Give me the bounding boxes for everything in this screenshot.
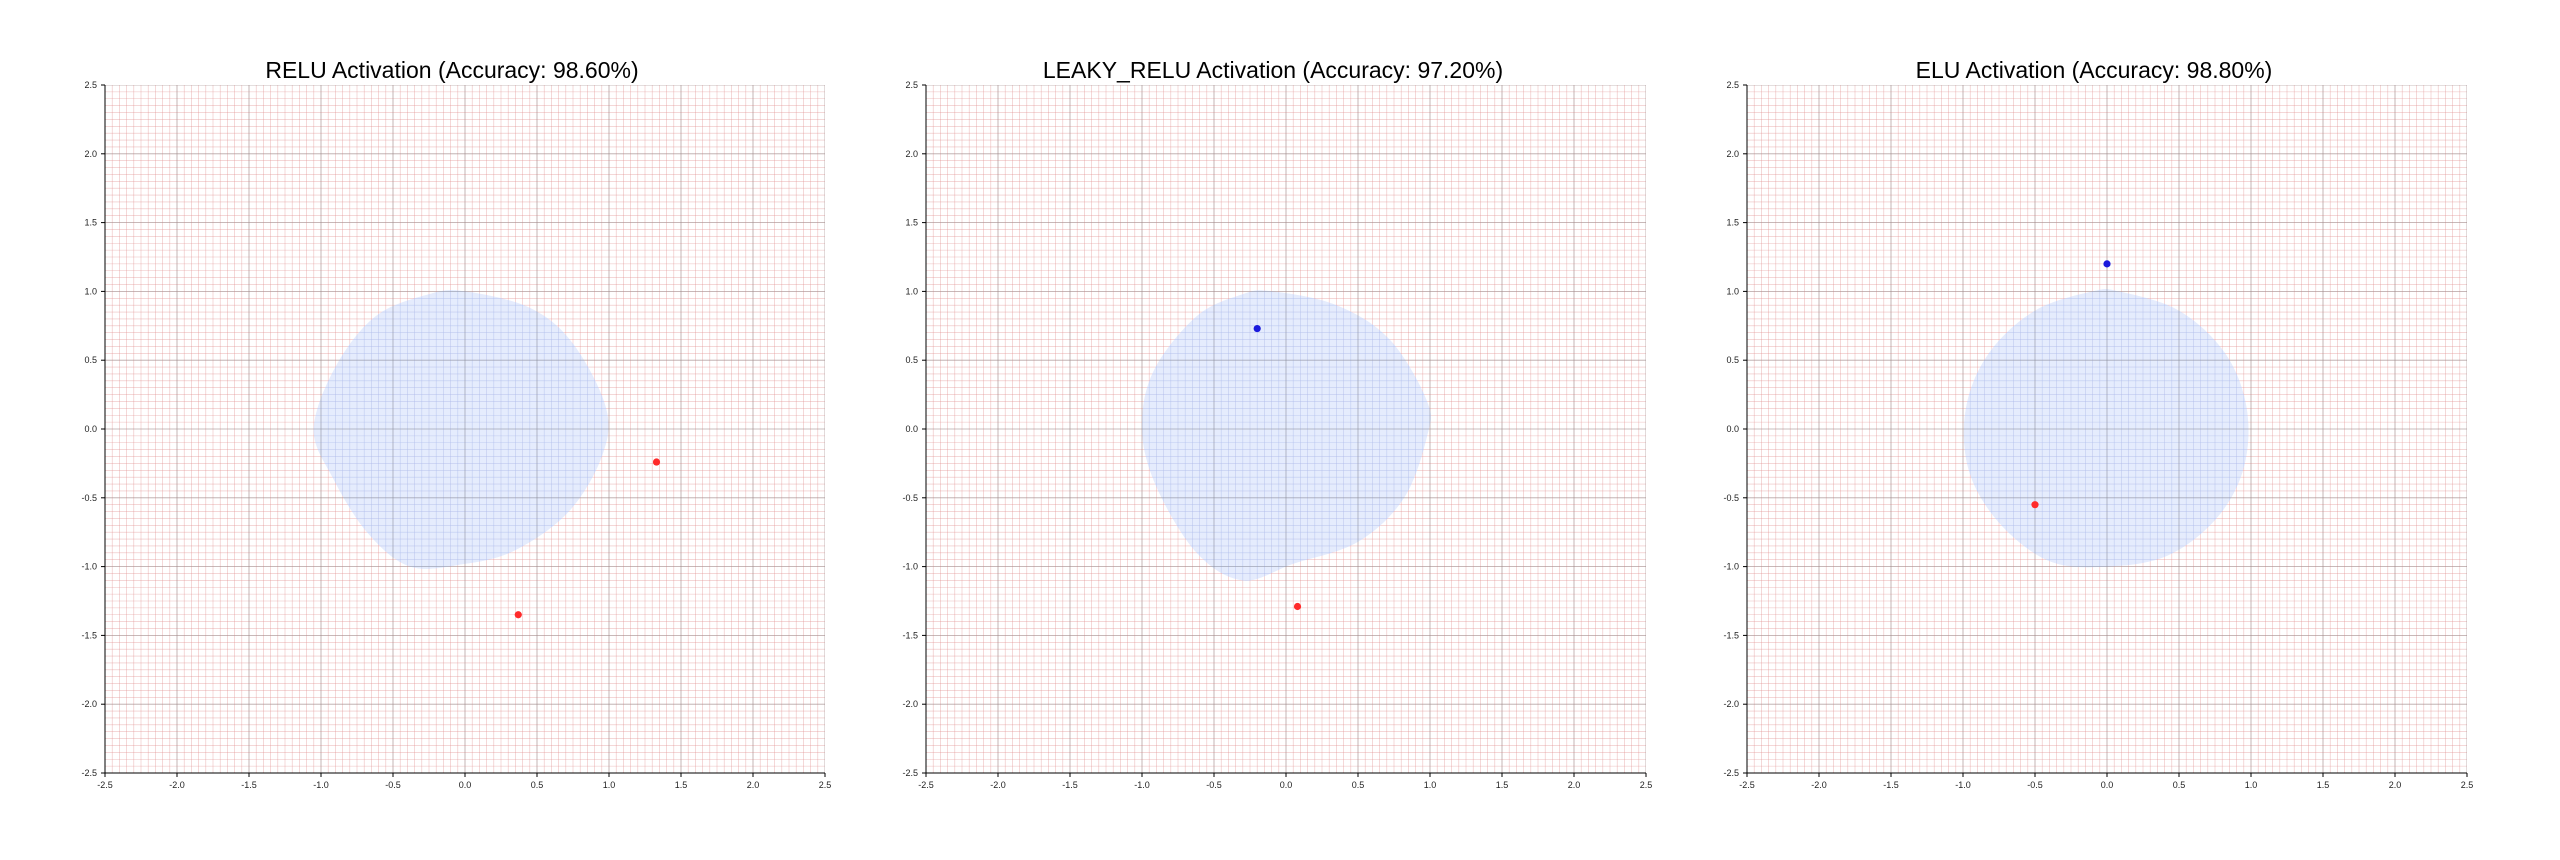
y-tick-label: 2.5 (84, 80, 97, 90)
panel-title: ELU Activation (Accuracy: 98.80%) (1916, 57, 2273, 83)
y-tick-label: 0.0 (84, 424, 97, 434)
data-point (1253, 324, 1261, 333)
y-tick-label: 2.0 (905, 149, 918, 159)
y-tick-label: -2.5 (902, 768, 918, 778)
y-tick-label: -2.5 (1723, 768, 1739, 778)
x-tick-label: 0.0 (1280, 780, 1293, 790)
x-tick-label: 0.0 (2101, 780, 2114, 790)
x-tick-label: -1.5 (1883, 780, 1899, 790)
x-tick-label: 2.5 (2461, 780, 2474, 790)
plot-area (926, 85, 1646, 773)
y-tick-label: -1.0 (1723, 562, 1739, 572)
data-point (2103, 260, 2111, 268)
y-tick-label: 0.5 (1726, 355, 1739, 365)
x-tick-label: 2.5 (819, 780, 832, 790)
x-tick-label: -1.5 (241, 780, 257, 790)
y-tick-label: 0.0 (905, 424, 918, 434)
x-tick-label: 0.0 (459, 780, 472, 790)
y-tick-label: -1.0 (902, 562, 918, 572)
x-tick-label: 1.0 (1424, 780, 1437, 790)
y-tick-label: 1.0 (1726, 286, 1739, 296)
data-point (652, 458, 661, 466)
y-tick-label: 2.0 (84, 149, 97, 159)
x-tick-label: -1.0 (1955, 780, 1971, 790)
x-tick-label: 0.5 (2173, 780, 2186, 790)
plot-area (1747, 85, 2467, 773)
x-tick-label: -2.5 (1739, 780, 1755, 790)
y-tick-label: -0.5 (81, 493, 97, 503)
y-tick-label: -2.5 (81, 768, 97, 778)
y-tick-label: -1.5 (902, 630, 918, 640)
x-tick-label: -2.5 (918, 780, 934, 790)
y-tick-label: -2.0 (81, 699, 97, 709)
x-tick-label: -1.5 (1062, 780, 1078, 790)
major-grid (926, 85, 1646, 773)
y-tick-label: -0.5 (1723, 493, 1739, 503)
plot-area (105, 85, 825, 773)
y-tick-label: 0.5 (905, 355, 918, 365)
x-tick-label: 1.5 (2317, 780, 2330, 790)
y-tick-label: -2.0 (1723, 699, 1739, 709)
y-tick-label: -0.5 (902, 493, 918, 503)
x-tick-label: -2.5 (97, 780, 113, 790)
panel-leaky-relu: LEAKY_RELU Activation (Accuracy: 97.20%)… (902, 57, 1652, 790)
x-tick-label: -0.5 (385, 780, 401, 790)
x-tick-label: 2.5 (1640, 780, 1653, 790)
y-tick-label: -2.0 (902, 699, 918, 709)
panel-elu: ELU Activation (Accuracy: 98.80%) -2.5 -2… (1723, 57, 2473, 790)
y-tick-label: -1.0 (81, 562, 97, 572)
x-tick-label: -2.0 (169, 780, 185, 790)
x-tick-label: 1.5 (1496, 780, 1509, 790)
panel-title: LEAKY_RELU Activation (Accuracy: 97.20%) (1043, 57, 1503, 83)
major-grid (1747, 85, 2467, 773)
data-point (2031, 501, 2039, 509)
x-tick-label: 1.0 (2245, 780, 2258, 790)
data-point (1293, 602, 1302, 611)
x-tick-label: -2.0 (1811, 780, 1827, 790)
y-tick-label: 1.5 (84, 218, 97, 228)
data-point (514, 611, 522, 619)
panel-relu: RELU Activation (Accuracy: 98.60%) -2.5-… (81, 57, 831, 790)
y-tick-label: 1.0 (905, 286, 918, 296)
x-tick-label: -1.0 (1134, 780, 1150, 790)
y-tick-label: 1.0 (84, 286, 97, 296)
y-tick-label: -1.5 (81, 630, 97, 640)
major-grid (105, 85, 825, 773)
x-tick-label: 0.5 (531, 780, 544, 790)
x-tick-label: 1.0 (603, 780, 616, 790)
x-tick-label: -0.5 (1206, 780, 1222, 790)
x-tick-label: -2.0 (990, 780, 1006, 790)
y-tick-label: 0.5 (84, 355, 97, 365)
y-tick-label: -1.5 (1723, 630, 1739, 640)
y-tick-label: 2.0 (1726, 149, 1739, 159)
y-tick-label: 1.5 (1726, 218, 1739, 228)
y-tick-label: 0.0 (1726, 424, 1739, 434)
x-tick-label: 1.5 (675, 780, 688, 790)
x-tick-label: 2.0 (747, 780, 760, 790)
x-tick-label: 2.0 (1568, 780, 1581, 790)
y-tick-label: 1.5 (905, 218, 918, 228)
x-tick-label: 2.0 (2389, 780, 2402, 790)
x-tick-label: 0.5 (1352, 780, 1365, 790)
y-tick-label: 2.5 (1726, 80, 1739, 90)
panel-title: RELU Activation (Accuracy: 98.60%) (265, 57, 638, 83)
x-tick-label: -0.5 (2027, 780, 2043, 790)
y-tick-label: 2.5 (905, 80, 918, 90)
x-tick-label: -1.0 (313, 780, 329, 790)
